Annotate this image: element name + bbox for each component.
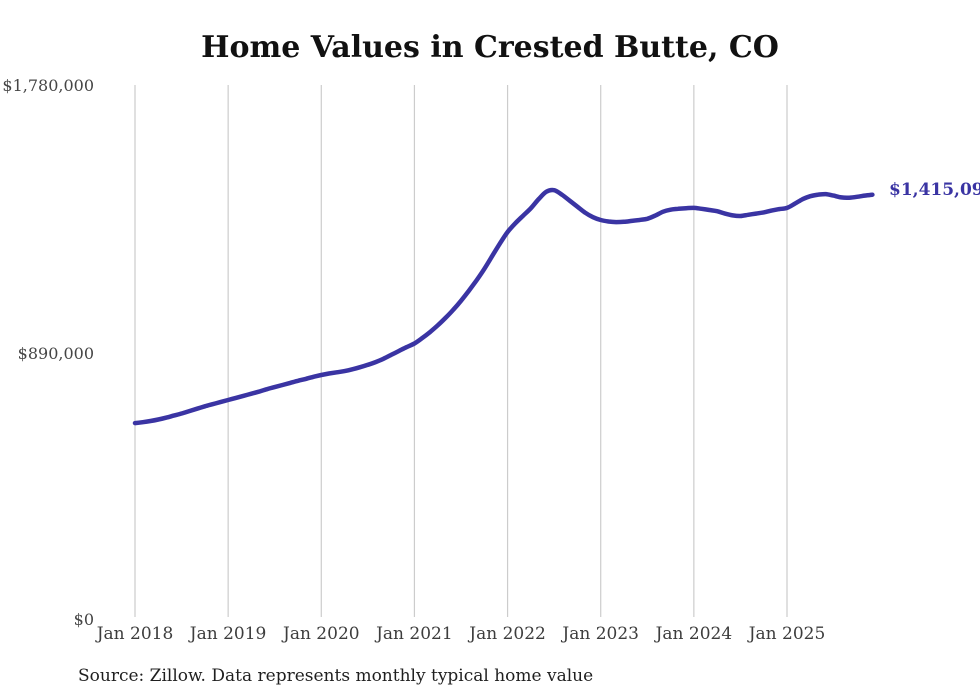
x-tick-jan-2019: Jan 2019 — [189, 624, 267, 644]
source-note: Source: Zillow. Data represents monthly … — [78, 666, 594, 686]
x-tick-jan-2018: Jan 2018 — [96, 624, 174, 644]
y-tick-label-middle: $890,000 — [17, 344, 94, 363]
x-tick-jan-2024: Jan 2024 — [655, 624, 733, 644]
y-tick-label-zero: $0 — [73, 610, 94, 629]
x-tick-jan-2022: Jan 2022 — [469, 624, 546, 644]
latest-value-label: $1,415,093 — [889, 180, 980, 200]
x-tick-jan-2020: Jan 2020 — [283, 624, 360, 644]
chart-title: Home Values in Crested Butte, CO — [201, 30, 779, 65]
x-tick-jan-2025: Jan 2025 — [748, 624, 826, 644]
y-tick-label-top: $1,780,000 — [2, 76, 94, 95]
x-tick-jan-2023: Jan 2023 — [562, 624, 639, 644]
x-tick-jan-2021: Jan 2021 — [376, 624, 453, 644]
home-value-line — [132, 187, 875, 426]
